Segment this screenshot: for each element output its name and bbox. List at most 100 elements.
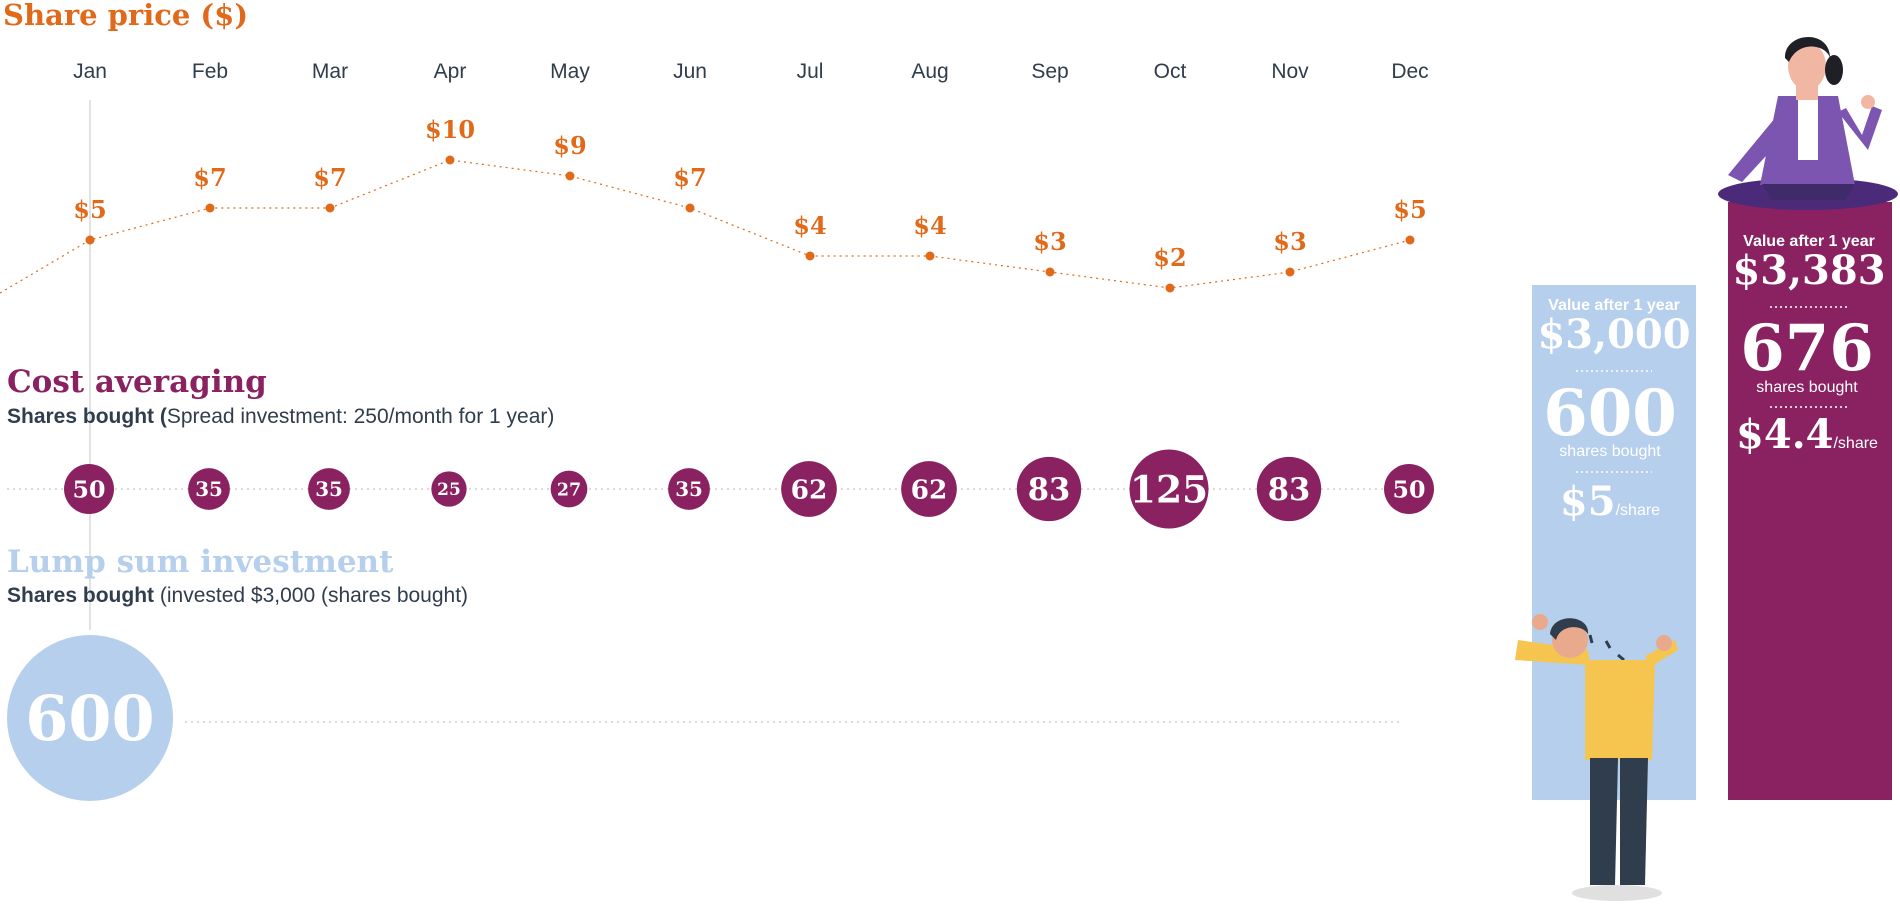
month-label: Mar — [312, 60, 348, 83]
woman-legs — [1762, 184, 1855, 200]
lump-shares: 600 — [1543, 376, 1677, 451]
lump-shares-label: shares bought — [1559, 443, 1661, 460]
price-point — [1165, 283, 1175, 293]
woman-right-arm — [1838, 106, 1882, 150]
lump-bubble — [7, 635, 173, 801]
cost-averaging-panel: Value after 1 year $3,383 676 shares bou… — [1728, 202, 1892, 800]
month-label: Jul — [797, 60, 824, 83]
cost-averaging-title: Cost averaging — [7, 364, 267, 400]
month-label: Feb — [192, 60, 228, 83]
price-label: $7 — [673, 163, 706, 192]
cost-averaging-subtitle: Shares bought (Spread investment: 250/mo… — [7, 405, 554, 428]
woman-shirt — [1798, 98, 1818, 160]
cost-bubble — [1384, 464, 1434, 514]
cost-subtitle-bold: Shares bought ( — [7, 405, 167, 428]
price-label: $4 — [793, 211, 826, 240]
cost-bubble — [901, 461, 957, 517]
price-label: $3 — [1033, 227, 1066, 256]
cost-bubble-label: 25 — [437, 480, 461, 500]
woman-hair-bun — [1825, 55, 1843, 85]
cost-subtitle-rest: Spread investment: 250/month for 1 year) — [167, 405, 555, 428]
price-point — [85, 235, 95, 245]
price-points: $5 $7 $7 $10 $9 $7 $4 $4 $3 $2 $3 $5 — [73, 115, 1427, 293]
man-shadow — [1572, 885, 1662, 901]
cost-bubble-label: 83 — [1028, 472, 1071, 508]
cost-bubble — [1256, 456, 1322, 522]
lump-sum-subtitle: Shares bought (invested $3,000 (shares b… — [7, 584, 468, 607]
price-point — [1285, 267, 1295, 277]
cost-bubble-label: 35 — [195, 477, 223, 501]
cost-bubble-label: 83 — [1268, 472, 1311, 508]
price-label: $5 — [73, 195, 106, 224]
man-hair — [1550, 618, 1589, 640]
cost-value: $3,383 — [1732, 247, 1885, 294]
lump-subtitle-rest: (invested $3,000 (shares bought) — [154, 584, 468, 607]
man-right-hand — [1656, 635, 1672, 651]
cost-price: $4.4/share — [1736, 411, 1878, 458]
woman-face — [1788, 42, 1826, 90]
price-point — [565, 171, 575, 181]
lump-sum-title: Lump sum investment — [7, 544, 394, 580]
price-label: $3 — [1273, 227, 1306, 256]
price-label: $7 — [313, 163, 346, 192]
price-point — [205, 203, 215, 213]
cost-bubble — [431, 471, 467, 507]
cost-shares: 676 — [1740, 311, 1874, 386]
price-point — [325, 203, 335, 213]
price-point — [445, 155, 455, 165]
cost-bubble — [64, 464, 114, 514]
cost-bubble-label: 27 — [557, 480, 581, 500]
cost-price-value: $4.4 — [1736, 411, 1833, 458]
lump-bubble-label: 600 — [25, 682, 154, 755]
woman-peace-hand — [1861, 95, 1875, 109]
lump-price-value: $5 — [1560, 478, 1616, 525]
month-label: Apr — [434, 60, 467, 83]
price-chart-title: Share price ($) — [3, 0, 248, 32]
month-axis: Jan Feb Mar Apr May Jun Jul Aug Sep Oct Nov Dec — [73, 60, 1429, 83]
price-point — [1045, 267, 1055, 277]
price-point — [685, 203, 695, 213]
cost-bubble-label: 62 — [791, 475, 828, 506]
cost-bubble-label: 35 — [315, 477, 343, 501]
month-label: Sep — [1031, 60, 1068, 83]
month-label: May — [550, 60, 590, 83]
cost-bubbles: 50 35 35 25 27 35 62 62 83 125 83 50 — [64, 449, 1434, 529]
price-point — [1405, 235, 1415, 245]
price-label: $7 — [193, 163, 226, 192]
cost-bubble-label: 62 — [911, 475, 948, 506]
lump-value-label: Value after 1 year — [1548, 297, 1680, 314]
lump-bubbles: 600 — [7, 635, 173, 801]
cost-bubble — [308, 468, 350, 510]
cost-value-label: Value after 1 year — [1743, 233, 1875, 250]
price-label: $4 — [913, 211, 946, 240]
cost-price-unit: /share — [1833, 435, 1878, 452]
cost-bubble — [781, 461, 837, 517]
lump-subtitle-bold: Shares bought — [7, 584, 154, 607]
man-left-arm — [1515, 640, 1590, 665]
month-label: Jan — [73, 60, 107, 83]
cost-shares-label: shares bought — [1756, 379, 1858, 396]
lump-value: $3,000 — [1537, 311, 1690, 358]
price-label: $2 — [1153, 243, 1186, 272]
price-label: $10 — [425, 115, 475, 144]
lump-price-unit: /share — [1616, 502, 1661, 519]
cost-bubble-label: 125 — [1130, 468, 1208, 512]
cost-bubble — [550, 470, 588, 508]
price-point — [805, 251, 815, 261]
woman-hair — [1784, 36, 1830, 62]
man-left-hand — [1532, 614, 1548, 630]
cost-bubble — [188, 468, 230, 510]
man-right-leg — [1620, 758, 1648, 885]
cost-bubble-label: 35 — [675, 477, 703, 501]
price-label: $5 — [1393, 195, 1426, 224]
woman-left-arm — [1728, 112, 1790, 182]
month-label: Dec — [1391, 60, 1428, 83]
man-shirt — [1585, 660, 1655, 760]
cost-bubble — [668, 468, 710, 510]
price-point — [925, 251, 935, 261]
lump-price: $5/share — [1560, 478, 1660, 525]
cost-bubble — [1129, 449, 1209, 529]
cost-bubble-label: 50 — [1392, 476, 1425, 504]
meditating-woman-illustration — [1718, 36, 1898, 210]
